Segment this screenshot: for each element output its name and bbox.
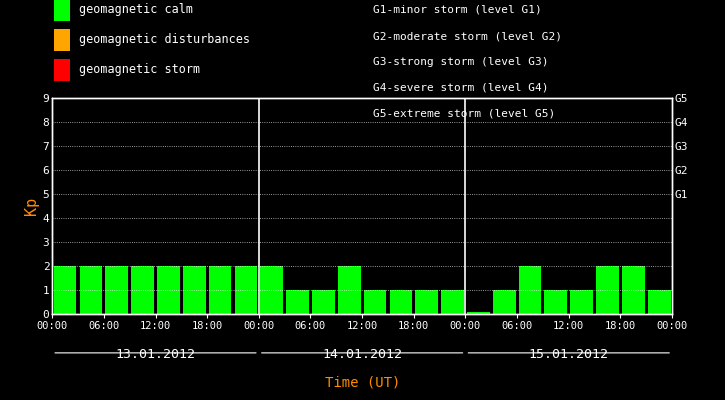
Bar xyxy=(260,266,283,314)
Bar xyxy=(80,266,102,314)
Bar xyxy=(389,290,413,314)
Bar xyxy=(105,266,128,314)
Bar xyxy=(54,266,76,314)
Bar xyxy=(235,266,257,314)
Text: G2-moderate storm (level G2): G2-moderate storm (level G2) xyxy=(373,31,563,41)
Text: geomagnetic storm: geomagnetic storm xyxy=(79,64,200,76)
Text: G4-severe storm (level G4): G4-severe storm (level G4) xyxy=(373,83,549,93)
Bar xyxy=(544,290,567,314)
Text: Time (UT): Time (UT) xyxy=(325,375,400,389)
Y-axis label: Kp: Kp xyxy=(23,197,38,215)
Bar xyxy=(415,290,438,314)
Bar xyxy=(648,290,671,314)
Bar xyxy=(596,266,619,314)
Bar xyxy=(442,290,464,314)
Bar xyxy=(518,266,542,314)
Bar xyxy=(183,266,206,314)
Bar xyxy=(622,266,645,314)
Bar xyxy=(493,290,515,314)
Text: 13.01.2012: 13.01.2012 xyxy=(115,348,196,360)
Bar xyxy=(131,266,154,314)
Text: G1-minor storm (level G1): G1-minor storm (level G1) xyxy=(373,5,542,15)
Bar xyxy=(467,312,489,314)
Bar xyxy=(286,290,309,314)
Text: G3-strong storm (level G3): G3-strong storm (level G3) xyxy=(373,57,549,67)
Bar xyxy=(157,266,180,314)
Text: geomagnetic calm: geomagnetic calm xyxy=(79,4,193,16)
Text: G5-extreme storm (level G5): G5-extreme storm (level G5) xyxy=(373,109,555,119)
Bar xyxy=(338,266,360,314)
Bar xyxy=(209,266,231,314)
Text: 14.01.2012: 14.01.2012 xyxy=(322,348,402,360)
Text: 15.01.2012: 15.01.2012 xyxy=(529,348,609,360)
Bar xyxy=(364,290,386,314)
Text: geomagnetic disturbances: geomagnetic disturbances xyxy=(79,34,250,46)
Bar xyxy=(312,290,335,314)
Bar xyxy=(571,290,593,314)
